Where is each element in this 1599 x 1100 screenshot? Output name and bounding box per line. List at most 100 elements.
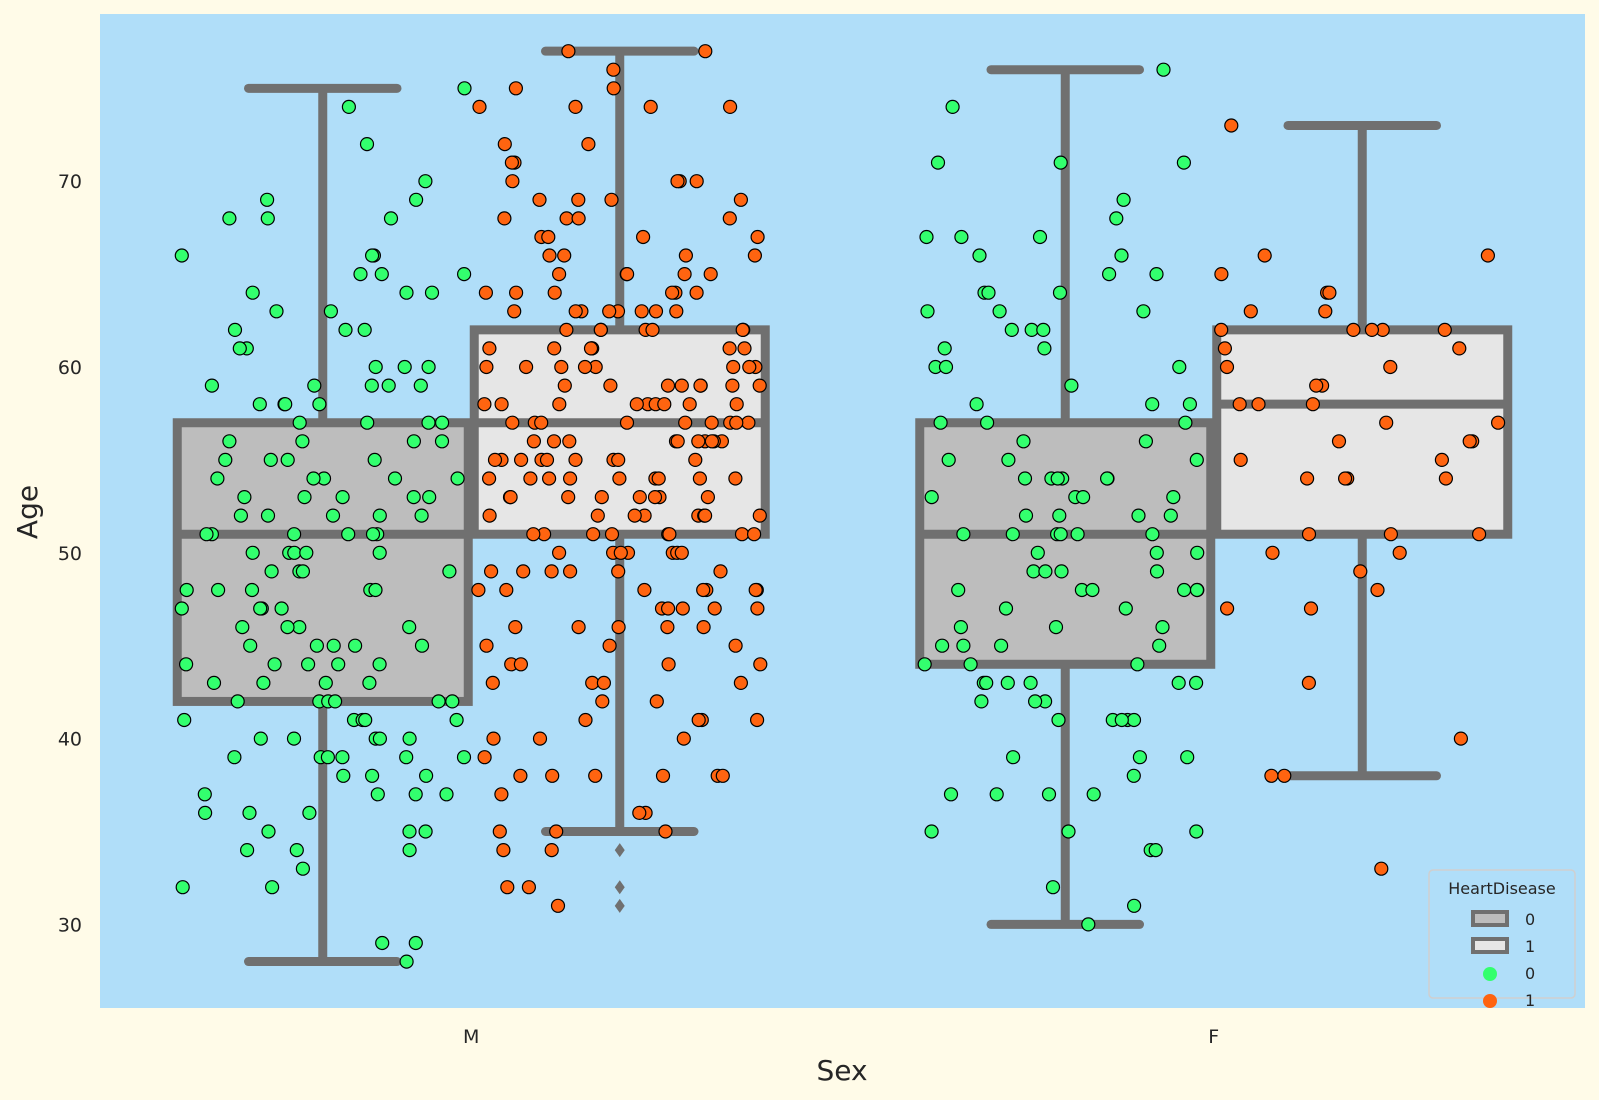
point-m-0	[240, 842, 255, 858]
point-f-1	[1301, 675, 1317, 691]
point-m-0	[177, 712, 192, 728]
y-axis-label: Age	[11, 485, 44, 539]
point-f-1	[1214, 267, 1229, 282]
point-f-0	[1152, 638, 1167, 653]
point-m-1	[693, 378, 708, 393]
point-f-0	[1026, 564, 1041, 579]
point-m-1	[660, 619, 675, 635]
point-m-1	[752, 378, 767, 393]
point-m-0	[267, 657, 282, 672]
point-m-1	[596, 675, 612, 691]
point-m-0	[263, 452, 278, 467]
point-f-0	[1053, 527, 1068, 542]
point-m-0	[409, 192, 424, 207]
point-m-1	[612, 471, 627, 486]
point-f-0	[1116, 192, 1131, 207]
point-m-1	[484, 564, 499, 579]
point-m-1	[678, 415, 693, 430]
point-m-0	[365, 768, 380, 783]
point-m-0	[199, 527, 214, 542]
point-m-0	[375, 935, 390, 951]
point-m-0	[179, 582, 194, 598]
point-m-0	[367, 452, 382, 467]
point-m-1	[478, 285, 493, 300]
point-m-0	[456, 750, 472, 765]
point-f-1	[1437, 322, 1452, 337]
point-m-0	[243, 638, 258, 653]
point-m-1	[559, 322, 574, 337]
point-m-1	[562, 564, 578, 579]
point-f-1	[1490, 415, 1506, 430]
box-m-0-iqr	[172, 418, 473, 706]
point-f-0	[1130, 657, 1145, 672]
point-m-0	[227, 322, 243, 337]
point-f-1	[1370, 582, 1385, 598]
point-f-0	[1099, 471, 1115, 486]
point-f-0	[1005, 527, 1020, 542]
point-m-1	[547, 341, 562, 356]
point-f-1	[1353, 564, 1368, 579]
point-m-0	[320, 750, 335, 765]
point-m-1	[513, 452, 529, 467]
point-m-1	[611, 619, 626, 635]
point-f-1	[1217, 341, 1233, 356]
point-m-1	[505, 415, 520, 430]
y-tick-label: 70	[58, 171, 82, 193]
point-f-0	[937, 341, 952, 356]
point-m-0	[381, 378, 396, 393]
points-layer	[174, 44, 1506, 969]
point-f-0	[920, 304, 935, 319]
point-m-0	[424, 285, 440, 300]
point-m-0	[227, 750, 242, 765]
point-m-0	[198, 805, 213, 821]
point-m-0	[325, 508, 341, 523]
point-f-1	[1322, 285, 1337, 300]
point-m-1	[647, 490, 663, 505]
point-f-1	[1331, 434, 1347, 449]
point-m-1	[689, 285, 704, 300]
point-m-1	[658, 824, 673, 839]
point-m-1	[532, 731, 548, 746]
point-f-0	[1145, 397, 1160, 412]
point-m-0	[402, 731, 417, 746]
point-f-0	[945, 99, 960, 115]
point-m-0	[402, 619, 417, 635]
point-m-1	[508, 619, 523, 635]
point-m-1	[715, 768, 730, 783]
point-m-0	[264, 564, 279, 579]
point-m-0	[297, 490, 312, 505]
point-m-0	[295, 434, 310, 449]
point-m-1	[651, 471, 666, 486]
point-f-0	[1155, 619, 1170, 635]
point-f-1	[1374, 861, 1389, 876]
point-m-1	[676, 731, 691, 746]
point-m-0	[399, 285, 414, 300]
point-m-1	[648, 304, 664, 319]
point-m-1	[670, 434, 685, 449]
point-m-1	[691, 712, 706, 728]
point-f-0	[938, 359, 954, 375]
point-f-1	[1243, 304, 1258, 319]
point-f-0	[1149, 267, 1164, 282]
point-m-1	[748, 582, 763, 598]
point-f-1	[1364, 322, 1380, 337]
point-m-1	[741, 415, 756, 430]
point-m-1	[604, 192, 619, 207]
point-m-1	[664, 285, 680, 300]
point-m-1	[561, 490, 576, 505]
point-m-1	[662, 527, 677, 542]
point-m-0	[421, 359, 436, 375]
point-m-0	[307, 378, 322, 393]
point-m-0	[260, 211, 275, 226]
point-m-0	[301, 657, 316, 672]
point-m-1	[561, 44, 576, 59]
point-f-0	[1061, 824, 1076, 839]
point-f-0	[1126, 898, 1142, 913]
point-m-0	[269, 304, 284, 319]
point-m-1	[645, 322, 660, 337]
point-m-1	[544, 564, 559, 579]
point-m-1	[471, 582, 486, 598]
point-f-0	[934, 638, 950, 653]
point-m-0	[230, 694, 245, 709]
